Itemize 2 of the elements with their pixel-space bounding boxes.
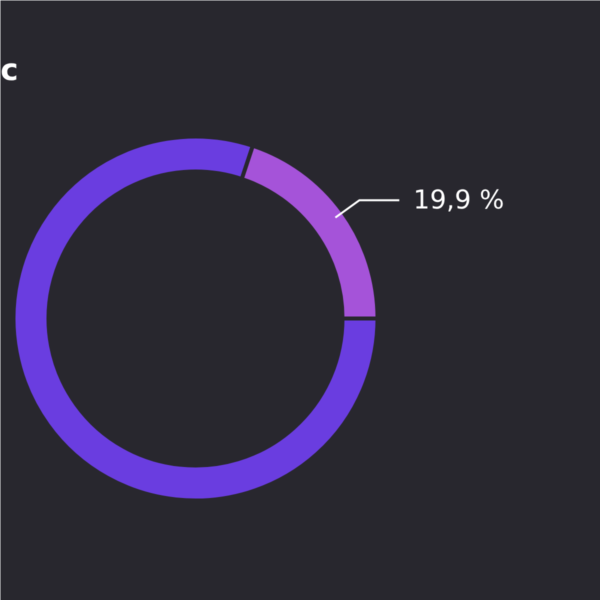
chart-title: c xyxy=(0,53,18,88)
data-label: 19,9 % xyxy=(413,185,504,216)
